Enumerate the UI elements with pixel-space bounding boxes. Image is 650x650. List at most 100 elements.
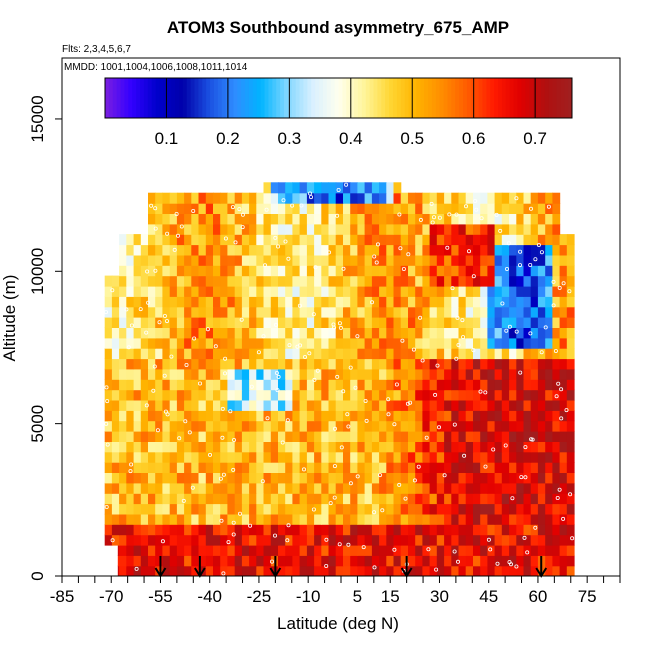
heatmap-cell (249, 285, 257, 297)
heatmap-cell (422, 358, 431, 370)
heatmap-cell (545, 431, 553, 442)
heatmap-cell (227, 254, 236, 266)
sample-point (228, 409, 233, 414)
sample-point (155, 428, 160, 433)
sample-point (191, 208, 196, 213)
heatmap-cell (119, 337, 127, 349)
colorbar-segment (525, 78, 530, 118)
heatmap-cell (205, 544, 214, 556)
heatmap-cell (415, 482, 423, 494)
heatmap-cell (176, 503, 185, 515)
heatmap-cell (516, 513, 525, 525)
heatmap-cell (133, 244, 142, 256)
heatmap-cell (299, 368, 308, 380)
sample-point (187, 430, 192, 435)
heatmap-cell (473, 399, 481, 411)
heatmap-cell (126, 555, 135, 567)
heatmap-cell (205, 244, 214, 256)
heatmap-cell (509, 348, 517, 360)
heatmap-cell (516, 317, 525, 328)
heatmap-cell (328, 275, 337, 287)
heatmap-cell (415, 213, 423, 225)
heatmap-cell (501, 565, 510, 576)
heatmap-cell (234, 368, 243, 380)
heatmap-cell (566, 410, 575, 422)
heatmap-cell (429, 306, 438, 318)
colorbar-segment (556, 78, 561, 118)
heatmap-cell (278, 493, 286, 505)
heatmap-cell (198, 493, 207, 505)
heatmap-cell (379, 565, 387, 576)
heatmap-cell (386, 213, 395, 225)
heatmap-cell (487, 296, 496, 308)
heatmap-cell (241, 472, 250, 484)
heatmap-cell (436, 544, 445, 556)
heatmap-cell (415, 462, 423, 473)
heatmap-cell (119, 482, 127, 494)
colorbar-segment (287, 78, 293, 118)
heatmap-cell (314, 223, 322, 235)
heatmap-cell (321, 203, 330, 214)
colorbar-segment (233, 78, 238, 118)
heatmap-cell (552, 244, 561, 256)
heatmap-cell (140, 441, 149, 453)
colorbar-segment (412, 78, 417, 118)
heatmap-cell (487, 317, 496, 328)
heatmap-cell (220, 462, 228, 473)
heatmap-cell (198, 379, 207, 391)
heatmap-cell (552, 420, 561, 432)
heatmap-cell (162, 493, 171, 505)
sample-point (324, 564, 329, 569)
heatmap-cell (162, 203, 171, 214)
sample-point (392, 547, 397, 552)
heatmap-cell (184, 555, 192, 567)
heatmap-cell (458, 410, 467, 422)
heatmap-cell (523, 503, 532, 515)
colorbar-segment (143, 78, 149, 118)
heatmap-cell (321, 265, 330, 277)
heatmap-cell (285, 223, 293, 235)
heatmap-cell (263, 337, 272, 349)
heatmap-cell (444, 317, 452, 328)
heatmap-cell (480, 513, 488, 525)
heatmap-cell (487, 358, 496, 370)
heatmap-cell (148, 368, 156, 380)
heatmap-cell (487, 451, 496, 463)
heatmap-cell (314, 420, 322, 432)
heatmap-cell (321, 327, 330, 339)
heatmap-cell (371, 379, 380, 391)
heatmap-cell (473, 503, 481, 515)
heatmap-cell (552, 275, 561, 287)
heatmap-cell (263, 555, 272, 567)
heatmap-cell (205, 420, 214, 432)
heatmap-cell (256, 244, 265, 256)
heatmap-cell (566, 348, 575, 360)
heatmap-cell (220, 555, 228, 567)
sample-point (226, 540, 231, 545)
heatmap-cell (241, 410, 250, 422)
heatmap-cell (386, 544, 395, 556)
heatmap-cell (364, 234, 373, 246)
heatmap-cell (487, 244, 496, 256)
sample-point (452, 549, 457, 554)
colorbar-tick-label: 0.4 (339, 129, 363, 148)
heatmap-cell (379, 265, 387, 277)
heatmap-cell (357, 389, 366, 401)
heatmap-cell (213, 285, 221, 297)
sample-point (491, 447, 496, 452)
heatmap-cell (169, 503, 178, 515)
heatmap-cell (278, 296, 286, 308)
heatmap-cell (523, 565, 532, 576)
sample-point (567, 289, 572, 294)
heatmap-cell (126, 389, 135, 401)
heatmap-cell (480, 348, 488, 360)
heatmap-cell (227, 203, 236, 214)
heatmap-cell (162, 524, 171, 536)
heatmap-cell (176, 513, 185, 525)
heatmap-cell (133, 327, 142, 339)
heatmap-cell (379, 472, 387, 484)
heatmap-cell (509, 254, 517, 266)
heatmap-cell (473, 275, 481, 287)
heatmap-cell (408, 285, 416, 297)
heatmap-cell (104, 410, 113, 422)
